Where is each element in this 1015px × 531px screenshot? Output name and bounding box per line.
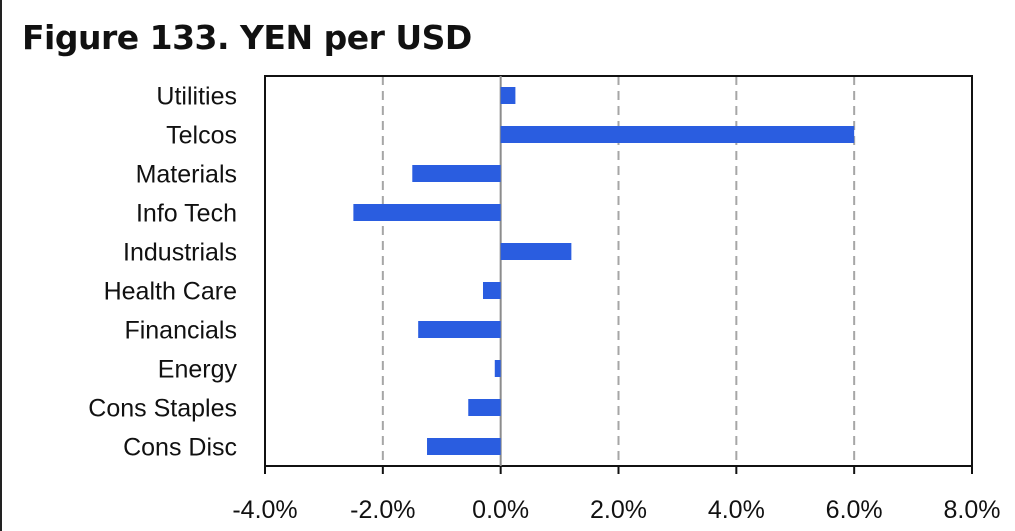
category-label: Energy — [158, 356, 238, 384]
bar — [468, 399, 501, 416]
bar — [427, 438, 501, 455]
bar — [500, 243, 572, 260]
category-label: Financials — [124, 317, 237, 345]
category-label: Utilities — [156, 83, 237, 111]
category-label: Telcos — [166, 122, 237, 150]
category-label: Industrials — [123, 239, 237, 267]
x-tick-label: 8.0% — [944, 496, 1001, 524]
category-label: Cons Disc — [123, 434, 237, 462]
x-tick-label: 4.0% — [708, 496, 765, 524]
category-label: Materials — [136, 161, 237, 189]
bar — [418, 321, 501, 338]
bar — [494, 360, 501, 377]
x-tick-label: -4.0% — [232, 496, 297, 524]
bar — [353, 204, 501, 221]
bar — [412, 165, 501, 182]
x-tick-label: 2.0% — [590, 496, 647, 524]
x-tick-label: -2.0% — [350, 496, 415, 524]
category-label: Info Tech — [136, 200, 237, 228]
x-tick-label: 6.0% — [826, 496, 883, 524]
bar — [500, 126, 855, 143]
bar — [482, 282, 501, 299]
x-tick-label: 0.0% — [472, 496, 529, 524]
category-label: Health Care — [104, 278, 237, 306]
category-label: Cons Staples — [88, 395, 237, 423]
bar — [500, 87, 516, 104]
chart-title: Figure 133. YEN per USD — [22, 18, 472, 57]
